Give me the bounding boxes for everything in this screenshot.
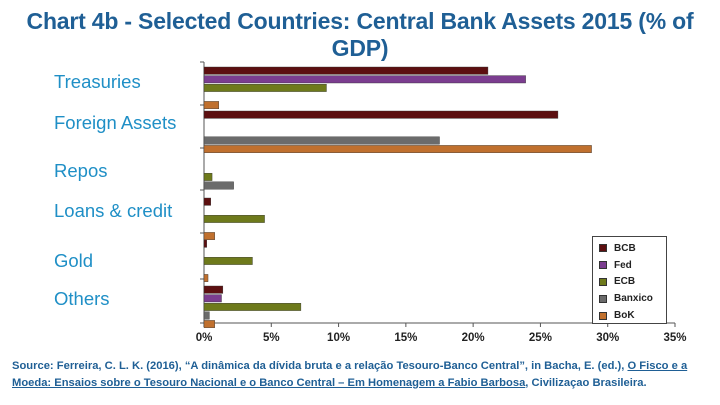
bar-fed-5	[203, 294, 222, 303]
legend: BCB Fed ECB Banxico BoK	[592, 236, 667, 324]
bar-ecb-5	[203, 303, 302, 311]
legend-swatch	[599, 244, 607, 253]
category-label: Gold	[54, 250, 94, 271]
bar-bcb-5	[203, 285, 224, 294]
bar-ecb-4	[203, 257, 253, 265]
bar-bok-5	[203, 320, 215, 328]
bar-bcb-4	[203, 239, 207, 248]
bar-ecb-3	[203, 214, 265, 223]
legend-item-bcb: BCB	[599, 240, 666, 257]
bar-bok-0	[203, 101, 220, 110]
bar-ecb-0	[203, 83, 327, 92]
bar-bok-3	[203, 232, 215, 240]
bar-ecb-2	[203, 172, 213, 181]
bar-bcb-1	[203, 110, 559, 119]
legend-swatch	[599, 277, 607, 286]
legend-item-ecb: ECB	[599, 274, 666, 291]
source-link[interactable]: O Fisco e a Moeda: Ensaios sobre o Tesou…	[12, 360, 688, 389]
bar-bok-1	[203, 145, 592, 153]
legend-label: BCB	[614, 242, 636, 254]
x-tick-label: 30%	[596, 332, 619, 344]
source-prefix: Source: Ferreira, C. L. K. (2016), “A di…	[12, 360, 628, 372]
bar-bcb-3	[203, 197, 211, 206]
x-tick-label: 25%	[529, 332, 552, 344]
legend-label: ECB	[614, 276, 636, 288]
legend-swatch	[599, 261, 607, 270]
legend-item-bok: BoK	[599, 307, 666, 324]
bar-bcb-0	[203, 66, 489, 75]
legend-label: BoK	[614, 310, 635, 322]
source-note: Source: Ferreira, C. L. K. (2016), “A di…	[12, 358, 712, 392]
source-suffix: , Civilizaçao Brasileira.	[525, 377, 647, 389]
chart-title: Chart 4b - Selected Countries: Central B…	[26, 8, 694, 61]
category-label: Others	[54, 288, 110, 309]
x-tick-label: 15%	[394, 332, 417, 344]
legend-swatch	[599, 311, 607, 320]
bar-banxico-2	[203, 181, 234, 190]
category-label: Loans & credit	[54, 200, 173, 221]
legend-item-fed: Fed	[599, 257, 666, 274]
x-tick-label: 5%	[263, 332, 280, 344]
bar-fed-0	[203, 75, 526, 84]
bar-banxico-5	[203, 311, 210, 320]
legend-label: Banxico	[614, 293, 653, 305]
x-tick-label: 0%	[196, 332, 213, 344]
legend-item-banxico: Banxico	[599, 290, 666, 307]
legend-label: Fed	[614, 259, 632, 271]
legend-swatch	[599, 294, 607, 303]
x-tick-label: 35%	[663, 332, 686, 344]
x-tick-label: 20%	[462, 332, 485, 344]
x-tick-label: 10%	[327, 332, 350, 344]
category-label: Repos	[54, 160, 108, 181]
bar-bok-4	[203, 274, 209, 282]
bar-banxico-1	[203, 136, 440, 145]
category-label: Foreign Assets	[54, 112, 177, 133]
bar-chart: 0% 5% 10% 15% 20% 25% 30% 35%	[196, 61, 687, 344]
category-label: Treasuries	[54, 71, 141, 92]
